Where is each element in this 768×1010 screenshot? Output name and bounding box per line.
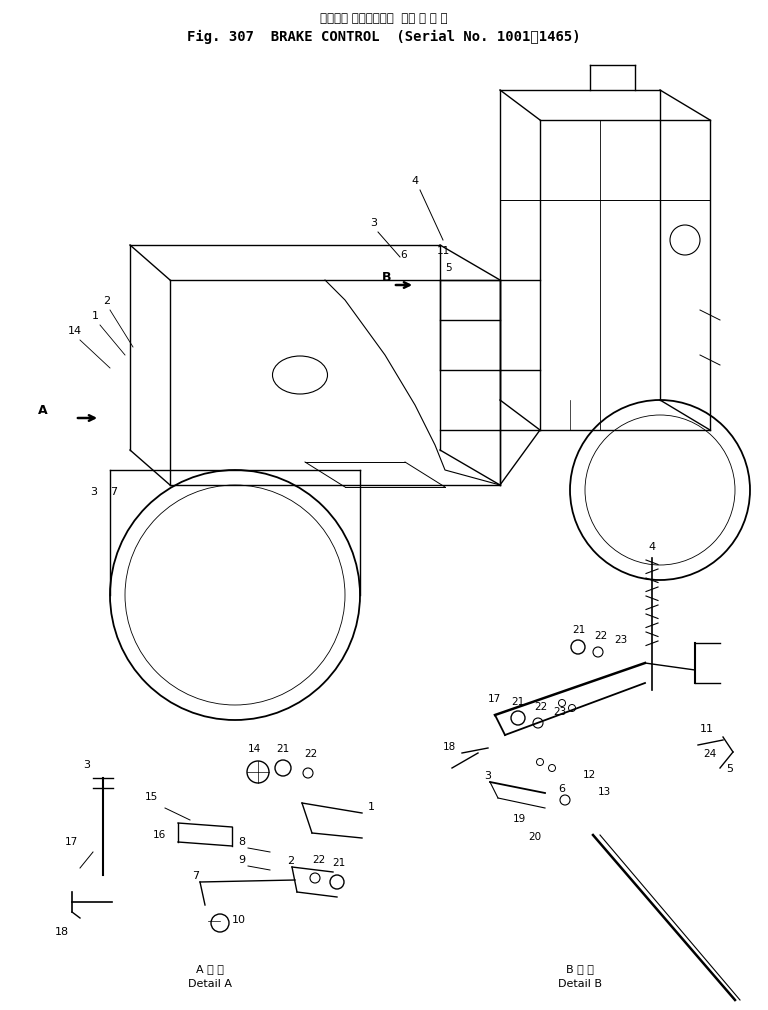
Text: 18: 18: [443, 742, 456, 752]
Text: 21: 21: [332, 858, 346, 868]
Text: 17: 17: [488, 694, 502, 704]
Text: 4: 4: [411, 176, 418, 186]
Text: 3: 3: [90, 487, 97, 497]
Text: 3: 3: [83, 760, 90, 770]
Text: 22: 22: [534, 702, 548, 712]
Text: B: B: [382, 271, 392, 284]
Text: 5: 5: [726, 764, 733, 774]
Text: 18: 18: [55, 927, 69, 937]
Text: 3: 3: [484, 771, 491, 781]
Text: 21: 21: [276, 744, 290, 754]
Text: 24: 24: [703, 749, 717, 759]
Text: Detail A: Detail A: [188, 979, 232, 989]
Text: 7: 7: [192, 871, 199, 881]
Text: 8: 8: [238, 837, 245, 847]
Text: 20: 20: [528, 832, 541, 842]
Text: 4: 4: [648, 542, 655, 552]
Text: 11: 11: [700, 724, 714, 734]
Text: 7: 7: [110, 487, 118, 497]
Text: 23: 23: [553, 707, 566, 717]
Text: B 詳 細: B 詳 細: [566, 964, 594, 974]
Text: 21: 21: [511, 697, 525, 707]
Text: 23: 23: [614, 635, 627, 645]
Text: 19: 19: [513, 814, 526, 824]
Text: Detail B: Detail B: [558, 979, 602, 989]
Text: 1: 1: [368, 802, 375, 812]
Text: ブレーキ コントロール  （適 用 号 機: ブレーキ コントロール （適 用 号 機: [320, 12, 448, 25]
Text: 17: 17: [65, 837, 78, 847]
Text: Fig. 307  BRAKE CONTROL  (Serial No. 1001～1465): Fig. 307 BRAKE CONTROL (Serial No. 1001～…: [187, 30, 581, 44]
Text: 2: 2: [287, 856, 294, 866]
Text: 16: 16: [153, 830, 166, 840]
Text: 5: 5: [445, 263, 452, 273]
Text: 6: 6: [400, 250, 406, 260]
Text: A 詳 細: A 詳 細: [196, 964, 224, 974]
Text: 3: 3: [370, 218, 377, 228]
Text: 10: 10: [232, 915, 246, 925]
Text: 1: 1: [92, 311, 99, 321]
Text: A: A: [38, 404, 48, 417]
Text: 2: 2: [103, 296, 110, 306]
Text: 15: 15: [145, 792, 158, 802]
Text: 22: 22: [594, 631, 607, 641]
Text: 11: 11: [437, 246, 450, 256]
Text: 22: 22: [312, 855, 326, 865]
Text: 9: 9: [238, 855, 245, 865]
Text: 14: 14: [248, 744, 261, 754]
Text: 12: 12: [583, 770, 596, 780]
Text: 21: 21: [572, 625, 585, 635]
Text: 6: 6: [558, 784, 565, 794]
Text: 22: 22: [304, 749, 317, 759]
Text: 13: 13: [598, 787, 611, 797]
Text: 14: 14: [68, 326, 82, 336]
